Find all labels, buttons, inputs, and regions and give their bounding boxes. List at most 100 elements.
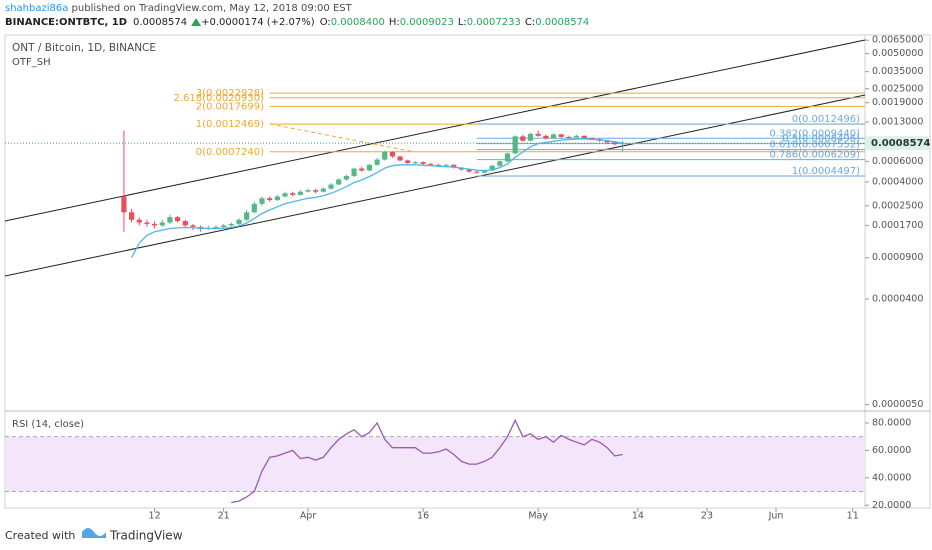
- change: +0.0000174 (+2.07%): [201, 17, 315, 28]
- x-tick-label: 21: [218, 511, 230, 522]
- candle-body: [504, 153, 511, 162]
- rsi-tick-label: 80.0000: [872, 417, 911, 428]
- x-tick-label: 14: [632, 511, 644, 522]
- fib-label: 0(0.0012496): [792, 114, 860, 125]
- candle-body: [512, 136, 518, 154]
- candle-body: [619, 143, 626, 145]
- candle-body: [550, 134, 557, 139]
- chart-frame: [4, 34, 931, 509]
- y-tick-label: 0.0002500: [872, 200, 923, 211]
- candle-body: [313, 190, 319, 192]
- candle-body: [290, 193, 296, 195]
- candle-body: [535, 133, 541, 136]
- candle-body: [228, 223, 234, 226]
- candle-body: [182, 221, 188, 226]
- y-tick-label: 0.0065000: [872, 35, 923, 46]
- candle-body: [251, 203, 257, 213]
- y-tick-label: 0.0001700: [872, 220, 923, 231]
- y-tick-label: 0.0035000: [872, 66, 923, 77]
- rsi-tick-label: 60.0000: [872, 445, 911, 456]
- candle-body: [573, 135, 580, 138]
- x-tick-label: Jun: [768, 511, 784, 522]
- candle-body: [121, 196, 127, 213]
- fib-label: 2.618(0.0020930): [173, 93, 264, 104]
- y-tick-label: 0.0025000: [872, 83, 923, 94]
- header-line: shahbazi86a published on TradingView.com…: [5, 3, 353, 14]
- fib-label: 2(0.0017699): [196, 101, 264, 112]
- candle-body: [543, 135, 549, 139]
- candle-body: [320, 188, 326, 192]
- candle-body: [497, 161, 503, 166]
- ohlc-value: 0.0008574: [535, 17, 589, 28]
- candle-body: [236, 219, 242, 224]
- candle-body: [159, 222, 165, 226]
- ohlc-value: 0.0009023: [400, 17, 454, 28]
- y-tick-label: 0.0050000: [872, 48, 923, 59]
- candle-body: [420, 162, 426, 164]
- candle-body: [604, 140, 610, 143]
- up-arrow: [191, 18, 202, 26]
- fib-label: 0.382(0.0009440): [769, 128, 860, 139]
- candle-body: [412, 162, 419, 164]
- ohlc-value: 0.0007233: [467, 17, 521, 28]
- candle-body: [435, 164, 442, 166]
- y-tick-label: 0.0004000: [872, 176, 923, 187]
- y-tick-label: 0.0000400: [872, 293, 923, 304]
- candle-body: [128, 212, 135, 220]
- fib-label: 0(0.0007240): [196, 147, 264, 158]
- user[interactable]: shahbazi86a: [5, 3, 68, 14]
- rsi-band: [5, 436, 865, 492]
- symbol: BINANCE:ONTBTC, 1D: [5, 17, 127, 28]
- fib-label: 1(0.0004497): [792, 166, 860, 177]
- x-tick-label: 12: [149, 511, 161, 522]
- candle-body: [175, 217, 181, 222]
- candle-body: [566, 136, 572, 138]
- candle-body: [382, 152, 388, 160]
- footer-brand[interactable]: TradingView: [109, 529, 183, 543]
- candle-body: [190, 225, 196, 227]
- logo: [82, 528, 106, 538]
- candle-body: [343, 175, 349, 180]
- candle-body: [481, 170, 488, 173]
- candle-body: [558, 134, 564, 137]
- moving-average: [131, 138, 623, 259]
- candle-body: [527, 133, 534, 141]
- candle-body: [151, 223, 158, 226]
- y-tick-label: 0.0000050: [872, 399, 923, 410]
- channel-upper: [4, 39, 866, 222]
- ohlc-key: O:: [320, 17, 331, 28]
- candle-body: [405, 160, 411, 164]
- candle-body: [274, 196, 280, 201]
- x-tick-label: 23: [701, 511, 713, 522]
- x-tick-label: May: [528, 511, 548, 522]
- candle-body: [144, 222, 150, 224]
- candle-body: [221, 225, 227, 227]
- candle-body: [328, 184, 334, 189]
- candle-body: [474, 171, 480, 173]
- fib-label: 0.5(0.0008496): [782, 134, 860, 145]
- candle-body: [466, 169, 472, 172]
- candle-body: [351, 168, 357, 176]
- last-price-label: 0.0008574: [871, 138, 931, 149]
- candle-body: [520, 136, 526, 141]
- symbol-line: BINANCE:ONTBTC, 1D 0.0008574 +0.0000174 (+…: [5, 17, 589, 28]
- candle-body: [443, 164, 449, 166]
- rsi-tick-label: 20.0000: [872, 500, 911, 511]
- fib-label: 3(0.0022928): [196, 88, 264, 99]
- x-tick-label: 11: [847, 511, 859, 522]
- candle-body: [305, 190, 311, 192]
- candle-body: [489, 165, 495, 171]
- candle-body: [213, 226, 219, 228]
- candle-body: [336, 179, 342, 185]
- candle-body: [451, 164, 457, 168]
- footer-text: Created with: [5, 529, 75, 542]
- ohlc-key: C:: [525, 17, 535, 28]
- ohlc-key: H:: [389, 17, 400, 28]
- candle-body: [297, 191, 303, 195]
- y-tick-label: 0.0019000: [872, 97, 923, 108]
- published: published on TradingView.com, May 12, 20…: [68, 3, 352, 14]
- rsi-tick-label: 40.0000: [872, 472, 911, 483]
- candle-body: [581, 135, 587, 138]
- candle-body: [359, 168, 365, 171]
